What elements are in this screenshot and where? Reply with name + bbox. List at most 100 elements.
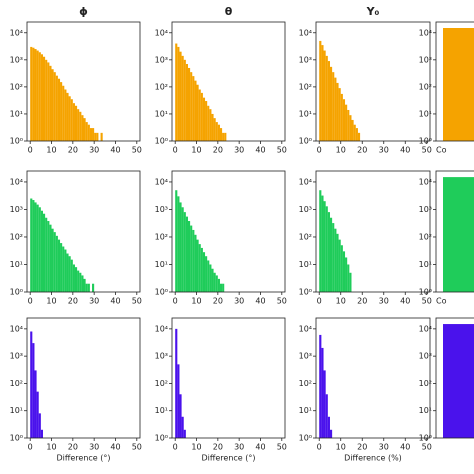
- histogram-bar: [85, 283, 88, 292]
- histogram-bar: [334, 77, 337, 141]
- histogram-bar: [340, 93, 343, 141]
- histogram-bar: [40, 210, 43, 292]
- histogram-bar: [87, 124, 90, 141]
- histogram-bar: [64, 249, 67, 292]
- x-tick-label: 0: [173, 297, 178, 306]
- y-tick-label: 10²: [10, 379, 23, 388]
- y-tick-label: 10⁰: [10, 288, 23, 297]
- histogram-bar: [323, 370, 326, 438]
- histogram-bar: [183, 59, 186, 141]
- histogram-bar: [179, 202, 182, 292]
- histogram-bar: [179, 51, 182, 141]
- histogram-bar: [30, 198, 33, 292]
- histogram-bar: [36, 391, 39, 438]
- y-tick-label: 10²: [10, 232, 23, 241]
- histogram-bar: [47, 221, 50, 292]
- histogram-bar: [36, 204, 39, 292]
- x-tick-label: 10: [336, 443, 346, 452]
- histogram-bar: [62, 85, 65, 141]
- panel-title: θ: [225, 5, 233, 18]
- histogram-bar: [175, 328, 178, 438]
- histogram-bar: [219, 283, 223, 292]
- histogram-bar: [70, 99, 73, 141]
- x-tick-label: 0: [317, 443, 322, 452]
- histogram-bar: [53, 72, 56, 141]
- histogram-bar: [202, 97, 206, 141]
- x-tick-label: 30: [379, 297, 389, 306]
- histogram-bar: [336, 233, 339, 292]
- histogram-bar: [183, 429, 186, 438]
- histogram-bar: [196, 239, 199, 292]
- histogram-bar: [64, 89, 67, 141]
- histogram-bar: [192, 229, 195, 292]
- histogram-bar: [323, 201, 326, 292]
- panel-title: Y₀: [366, 5, 380, 18]
- histogram-bar: [34, 370, 37, 438]
- histogram-bar: [42, 213, 46, 292]
- y-tick-label: 10⁴: [419, 324, 432, 333]
- histogram-bar: [36, 50, 39, 141]
- y-tick-label: 10⁴: [155, 177, 168, 186]
- histogram-bar: [224, 132, 227, 141]
- histogram-bar: [357, 132, 361, 141]
- histogram-bar: [79, 272, 82, 292]
- histogram-bar: [194, 80, 197, 141]
- histogram-bar: [198, 89, 201, 141]
- x-tick-label: 10: [191, 443, 201, 452]
- histogram-bar: [332, 223, 335, 292]
- histogram-bar: [334, 228, 337, 292]
- y-tick-label: 10¹: [299, 406, 312, 415]
- histogram-bar: [53, 232, 56, 292]
- y-tick-label: 10¹: [419, 406, 432, 415]
- histogram-bar: [66, 253, 69, 292]
- histogram-bar: [353, 124, 356, 141]
- y-tick-label: 10¹: [299, 109, 312, 118]
- histogram-bar: [51, 228, 54, 292]
- y-tick-label: 10³: [419, 352, 432, 361]
- histogram-bar: [351, 119, 354, 141]
- histogram-bar: [81, 115, 84, 141]
- histogram-bar: [32, 343, 35, 438]
- histogram-bar: [209, 109, 212, 141]
- x-tick-label: 20: [213, 146, 223, 155]
- histogram-bar: [177, 46, 180, 141]
- x-tick-label: 30: [379, 146, 389, 155]
- y-tick-label: 10⁰: [299, 434, 312, 443]
- x-tick-label: 40: [400, 146, 410, 155]
- histogram-bar: [205, 256, 208, 292]
- histogram-bar: [319, 40, 322, 142]
- axes-frame: [315, 317, 431, 439]
- y-tick-label: 10²: [155, 379, 168, 388]
- histogram-bar: [94, 132, 97, 141]
- histogram-bar: [85, 122, 88, 141]
- y-tick-label: 10³: [155, 352, 168, 361]
- x-tick-label: 20: [68, 443, 78, 452]
- histogram-bar: [222, 132, 225, 141]
- y-tick-label: 10³: [155, 205, 168, 214]
- x-tick-label: 30: [234, 443, 244, 452]
- histogram-bar: [66, 92, 69, 141]
- bar: [443, 324, 474, 438]
- histogram-bar: [217, 278, 220, 292]
- histogram-bar: [349, 272, 352, 292]
- histogram-bar: [40, 54, 43, 141]
- histogram-bar: [194, 234, 197, 292]
- histogram-bar: [187, 67, 191, 141]
- histogram-bar: [347, 109, 350, 141]
- y-tick-label: 10⁴: [10, 177, 23, 186]
- y-tick-label: 10²: [419, 82, 432, 91]
- y-tick-label: 10⁰: [419, 434, 432, 443]
- x-tick-label: 40: [110, 146, 120, 155]
- histogram-bar: [92, 128, 95, 141]
- histogram-bar: [92, 283, 95, 292]
- y-tick-label: 10²: [419, 379, 432, 388]
- x-tick-label: 10: [336, 297, 346, 306]
- histogram-bar: [323, 50, 326, 141]
- y-tick-label: 10¹: [419, 109, 432, 118]
- histogram-bar: [321, 347, 324, 438]
- histogram-bar: [211, 268, 214, 292]
- y-tick-label: 10⁴: [299, 177, 312, 186]
- y-tick-label: 10¹: [419, 260, 432, 269]
- y-tick-label: 10⁰: [419, 288, 432, 297]
